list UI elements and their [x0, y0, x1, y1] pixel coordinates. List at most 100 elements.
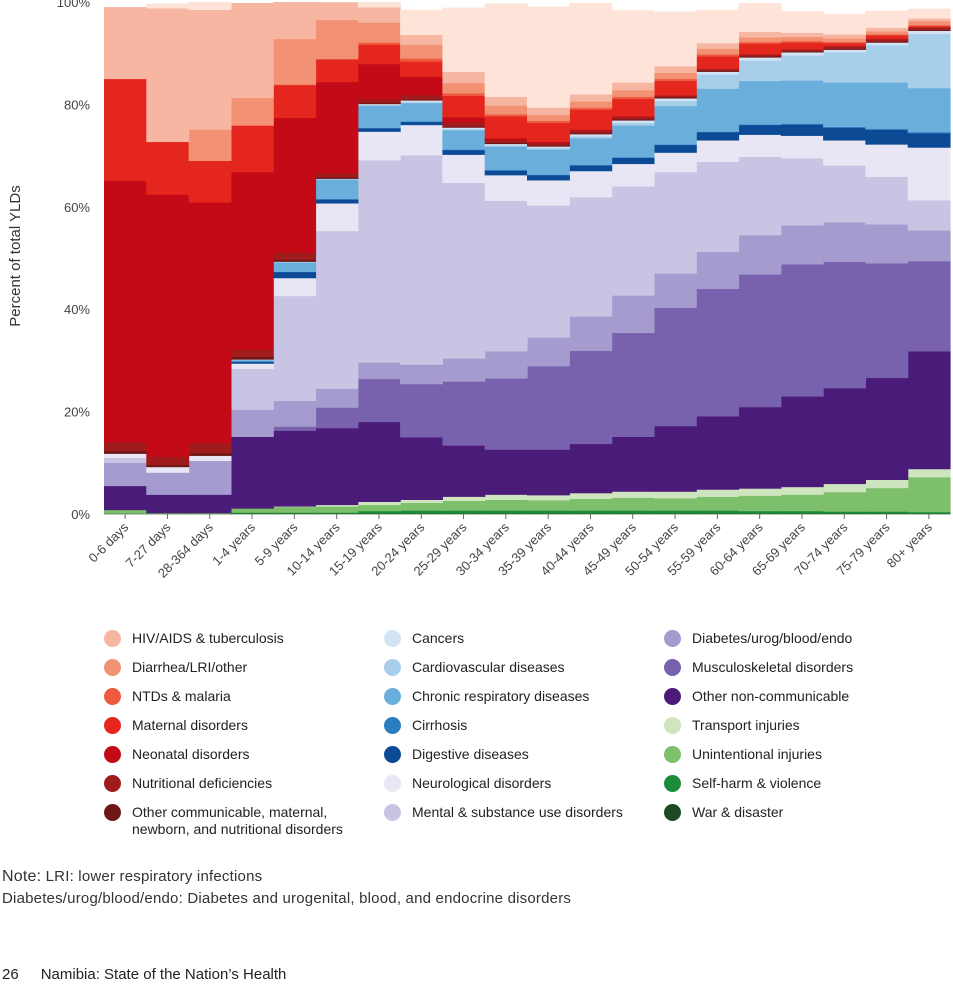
area-segment: [696, 74, 740, 89]
area-segment: [273, 252, 317, 260]
area-segment: [273, 38, 317, 85]
legend-item: Diarrhea/LRI/other: [104, 659, 384, 684]
area-segment: [315, 178, 359, 180]
area-segment: [188, 460, 232, 495]
area-segment: [611, 96, 655, 100]
legend-item: Diabetes/urog/blood/endo: [664, 630, 944, 655]
area-segment: [696, 70, 740, 72]
area-segment: [865, 511, 909, 514]
area-segment: [400, 34, 443, 45]
legend-label: Musculoskeletal disorders: [692, 659, 854, 675]
area-segment: [823, 491, 866, 512]
area-segment: [146, 472, 190, 495]
series-21: [146, 2, 951, 108]
area-segment: [865, 479, 909, 489]
area-segment: [484, 449, 528, 495]
area-segment: [611, 157, 655, 158]
area-segment: [315, 506, 359, 513]
area-segment: [780, 40, 824, 43]
area-segment: [273, 426, 317, 431]
area-segment: [357, 131, 401, 161]
area-segment: [653, 66, 697, 73]
area-segment: [569, 510, 613, 514]
area-segment: [188, 129, 232, 162]
legend-label: Maternal disorders: [132, 717, 248, 733]
area-segment: [907, 351, 951, 470]
legend-label: Diabetes/urog/blood/endo: [692, 630, 853, 646]
area-segment: [484, 513, 528, 515]
area-segment: [188, 453, 232, 456]
area-segment: [823, 222, 866, 262]
area-segment: [315, 427, 359, 506]
area-segment: [442, 122, 486, 127]
area-segment: [527, 149, 570, 175]
series-1: [230, 510, 951, 514]
area-segment: [357, 362, 401, 380]
area-segment: [780, 396, 824, 488]
legend-swatch: [384, 630, 401, 647]
area-segment: [527, 122, 570, 143]
area-segment: [865, 128, 909, 130]
legend-label: Self-harm & violence: [692, 775, 822, 791]
area-segment: [738, 488, 782, 496]
area-segment: [738, 124, 782, 126]
area-segment: [738, 156, 782, 236]
legend-swatch: [104, 630, 121, 647]
area-segment: [865, 42, 909, 46]
area-segment: [865, 176, 909, 225]
area-segment: [484, 143, 528, 146]
area-segment: [357, 42, 401, 45]
area-segment: [527, 205, 570, 338]
area-segment: [907, 147, 951, 201]
area-segment: [315, 230, 359, 389]
area-segment: [823, 42, 866, 47]
area-segment: [653, 95, 697, 98]
area-segment: [400, 499, 443, 504]
area-segment: [484, 175, 528, 201]
area-segment: [230, 359, 274, 361]
area-segment: [653, 78, 697, 82]
area-segment: [400, 9, 443, 36]
area-segment: [823, 82, 866, 128]
series-10: [400, 121, 951, 176]
area-segment: [400, 383, 443, 438]
area-segment: [738, 513, 782, 515]
area-segment: [907, 27, 951, 30]
area-segment: [780, 11, 824, 34]
area-segment: [357, 127, 401, 132]
area-segment: [357, 104, 401, 106]
area-segment: [907, 132, 951, 134]
area-segment: [484, 139, 528, 144]
area-segment: [442, 513, 486, 515]
x-tick-label: 80+ years: [884, 519, 936, 571]
area-segment: [738, 234, 782, 275]
area-segment: [400, 155, 443, 365]
series-15: [104, 27, 951, 466]
area-segment: [865, 45, 909, 83]
area-segment: [527, 337, 570, 367]
area-segment: [484, 138, 528, 141]
area-segment: [527, 174, 570, 176]
area-segment: [611, 125, 655, 158]
area-segment: [527, 510, 570, 514]
area-segment: [611, 119, 655, 121]
area-segment: [527, 6, 570, 108]
area-segment: [230, 368, 274, 410]
area-segment: [569, 513, 613, 515]
legend-item: Digestive diseases: [384, 746, 664, 771]
area-segment: [780, 52, 824, 56]
legend-swatch: [104, 688, 121, 705]
area-segment: [315, 504, 359, 507]
area-segment: [104, 513, 147, 515]
area-segment: [653, 425, 697, 492]
area-segment: [780, 51, 824, 53]
legend-item: Chronic respiratory diseases: [384, 688, 664, 713]
area-segment: [104, 451, 147, 454]
area-segment: [315, 177, 359, 179]
area-segment: [357, 44, 401, 65]
area-segment: [484, 378, 528, 450]
area-segment: [653, 171, 697, 274]
area-segment: [738, 124, 782, 135]
area-segment: [484, 169, 528, 171]
area-segment: [442, 127, 486, 130]
